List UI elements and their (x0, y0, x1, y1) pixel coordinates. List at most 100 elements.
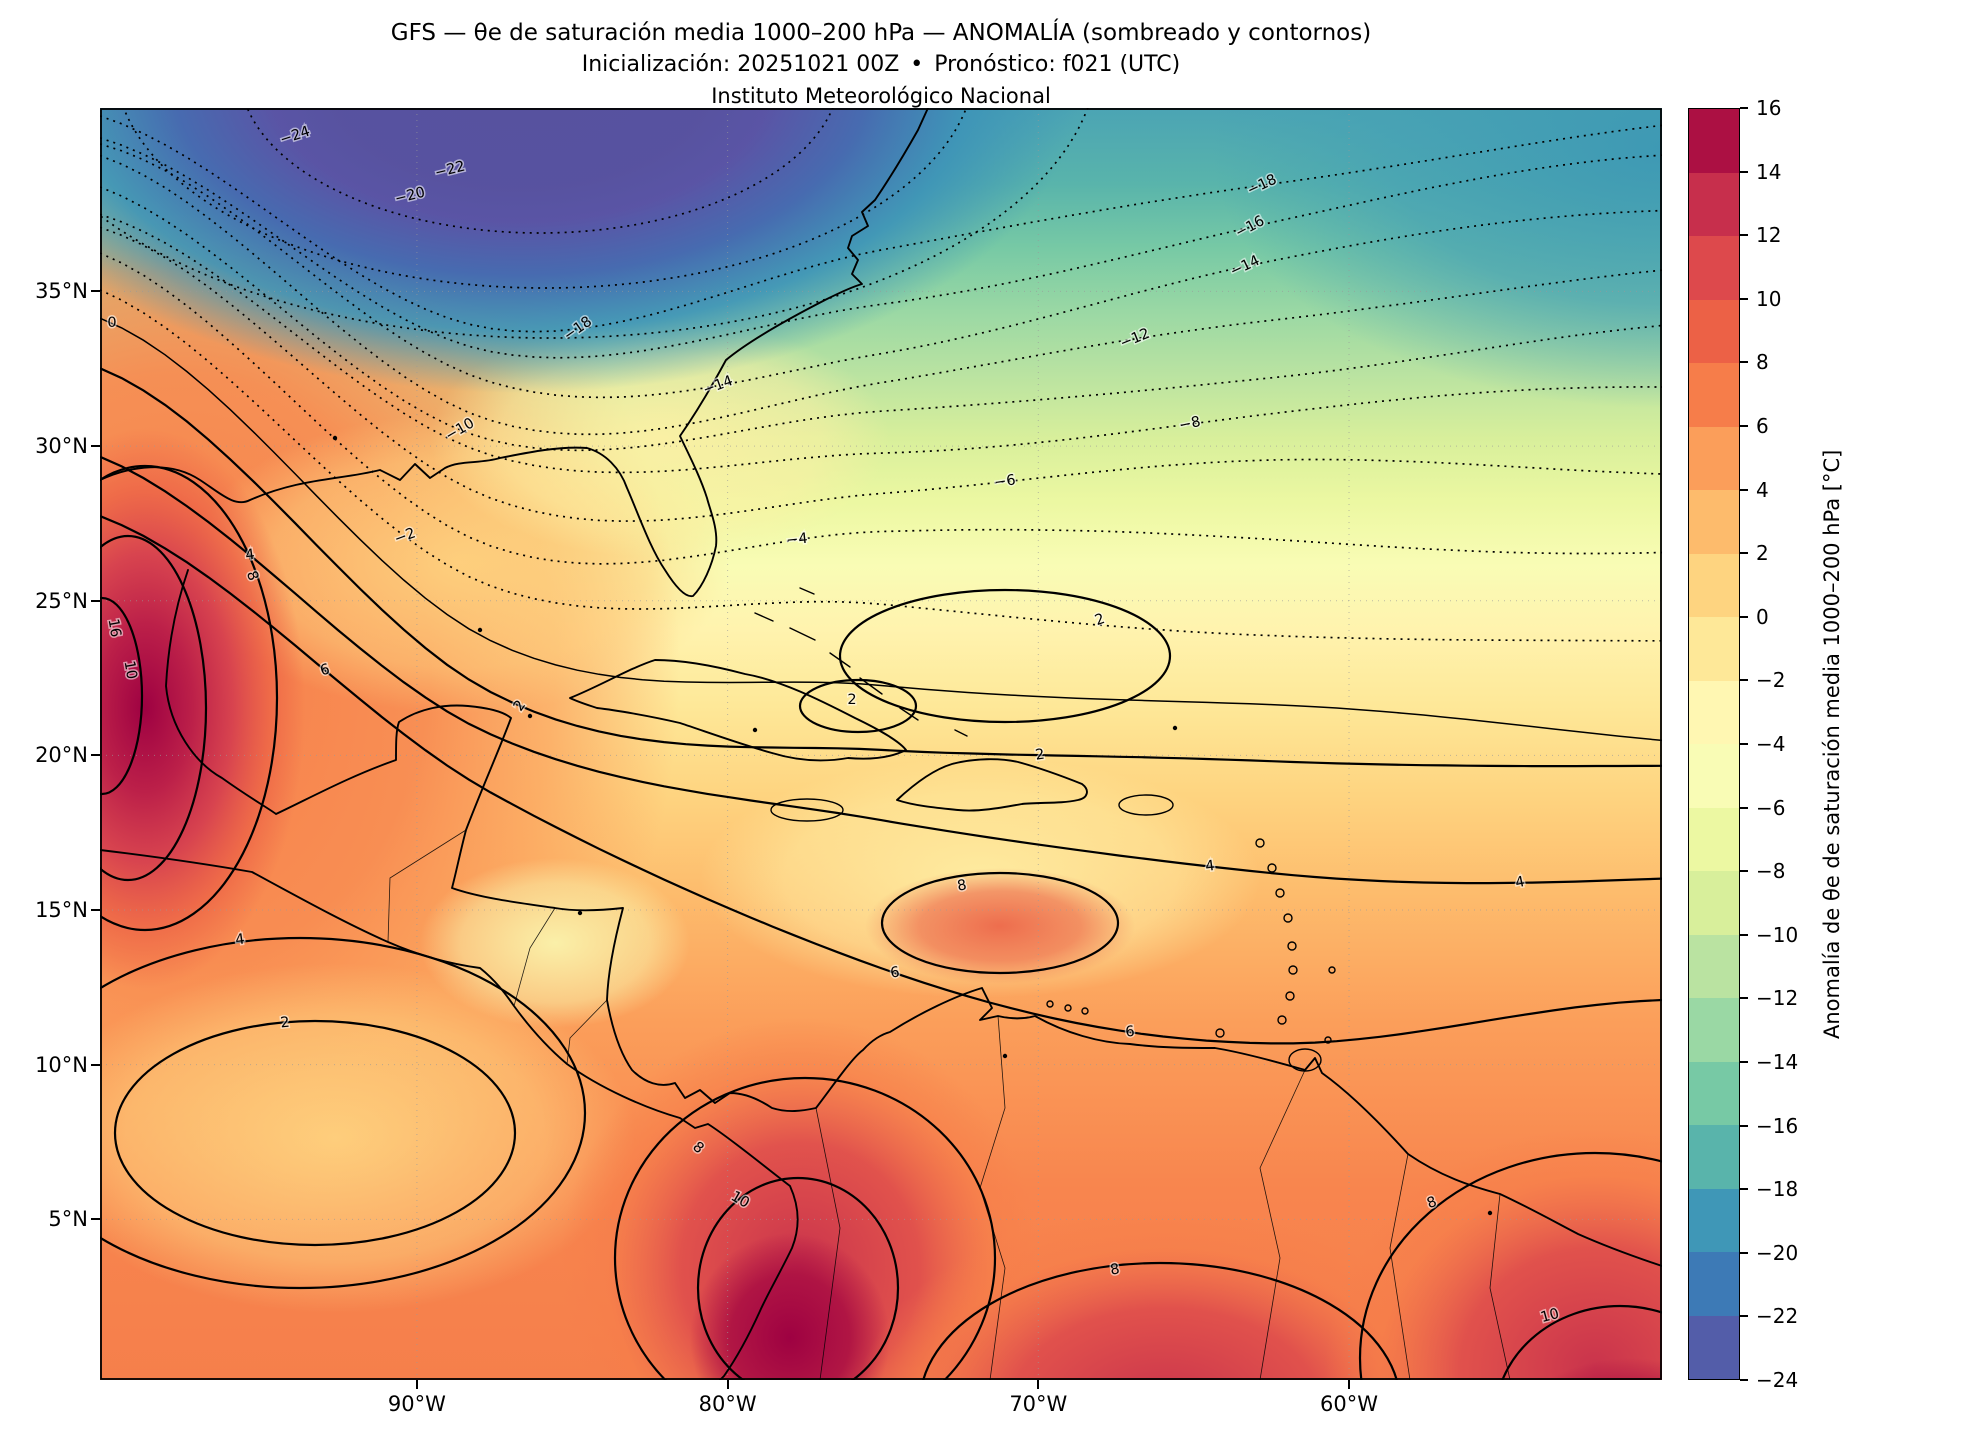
contour-label: −8 (1178, 414, 1202, 434)
lat-tick-label: 10°N (35, 1052, 88, 1077)
contour-ellipse-4 (100, 936, 587, 1290)
contour-ellipse-8 (613, 1076, 997, 1380)
contour-lines (100, 108, 1662, 1380)
contour-label: 6 (889, 964, 900, 981)
colorbar-tick-mark (1740, 1379, 1748, 1381)
local-extremum-marker (527, 713, 533, 719)
contour-line--2 (100, 289, 1662, 642)
coastline-jamaica (770, 798, 844, 822)
contour-line-0 (100, 317, 1662, 742)
colorbar-segment (1689, 553, 1739, 617)
colorbar-tick-mark (1740, 806, 1748, 809)
colorbar-tick-mark (1740, 743, 1748, 745)
shading-blob-venezuela-coast (865, 868, 1135, 984)
colorbar-segment (1689, 680, 1739, 744)
coastline-puerto-rico (1118, 794, 1174, 816)
colorbar-tick-label: 14 (1756, 159, 1782, 184)
colorbar-tick-mark (1740, 1251, 1748, 1254)
colorbar-segment (1689, 236, 1739, 300)
colorbar-segment (1689, 617, 1739, 681)
colorbar-tick-mark (1740, 425, 1748, 427)
contour-label: 2 (280, 1015, 291, 1032)
contour-label: 6 (1125, 1024, 1136, 1041)
coastline-north-america (100, 108, 929, 598)
colorbar-tick-mark (1740, 361, 1748, 364)
lon-tick-label: 90°W (387, 1392, 446, 1416)
contour-label: 2 (847, 692, 856, 708)
lon-tick-mark (1348, 1380, 1350, 1389)
contour-label: 0 (107, 315, 116, 331)
colorbar-tick-label: −16 (1756, 1113, 1799, 1138)
contour-label: 4 (1204, 858, 1215, 875)
colorbar-tick-label: 4 (1756, 477, 1769, 502)
colorbar-tick-mark (1740, 933, 1748, 936)
colorbar (1688, 108, 1740, 1380)
lon-tick-label: 60°W (1320, 1392, 1378, 1416)
contour-ellipse-2 (113, 1019, 517, 1247)
contour-ellipse-10 (1501, 1304, 1662, 1380)
lon-tick-mark (415, 1380, 418, 1389)
contour-label: 4 (244, 547, 255, 564)
colorbar-segment (1689, 934, 1739, 998)
colorbar-tick-label: −8 (1756, 859, 1786, 884)
colorbar-segment (1689, 1125, 1739, 1189)
shading-blob-ne-teal (1212, 108, 1662, 408)
colorbar-tick-mark (1740, 1315, 1748, 1318)
colorbar-segment (1689, 1315, 1739, 1379)
shading-blob-costarica-pale (420, 858, 690, 1028)
local-extremum-marker (577, 910, 583, 916)
contour-label: 8 (956, 877, 968, 894)
contour-label: 10 (121, 660, 140, 681)
contour-ellipse-8 (1358, 1151, 1662, 1380)
colorbar-segment (1689, 998, 1739, 1062)
contour-line-2 (100, 367, 1662, 768)
colorbar-segment (1689, 871, 1739, 935)
colorbar-tick-label: 0 (1756, 604, 1769, 629)
local-extremum-marker (477, 627, 483, 633)
colorbar-tick-label: −4 (1756, 732, 1786, 756)
colorbar-tick-label: 16 (1756, 96, 1782, 120)
coastline-trinidad (1288, 1048, 1322, 1072)
colorbar-tick-label: −14 (1756, 1050, 1799, 1074)
lat-tick-label: 25°N (35, 588, 88, 613)
lat-tick-label: 35°N (35, 279, 88, 304)
coastline-gulf-yucatan-caribbean (165, 569, 1662, 1267)
contour-ellipse-8 (100, 464, 279, 932)
contour-line--10 (100, 186, 1662, 452)
contour-line-4 (100, 455, 1662, 885)
colorbar-tick-label: 6 (1756, 414, 1769, 438)
contour-ellipse-10 (100, 534, 208, 882)
lat-tick-mark (91, 909, 100, 911)
lat-tick-mark (91, 754, 100, 757)
colorbar-label: Anomalía de θe de saturación media 1000–… (1820, 449, 1844, 1039)
colorbar-tick-mark (1740, 615, 1748, 618)
colorbar-tick-label: −10 (1756, 922, 1799, 947)
contour-ellipse-2 (838, 588, 1172, 724)
contour-line--18 (100, 115, 1662, 333)
plot-frame (100, 108, 1662, 1380)
contour-line--6 (100, 226, 1662, 522)
colorbar-segment (1689, 299, 1739, 363)
contour-label: 2 (1034, 747, 1045, 764)
lat-tick-label: 15°N (35, 898, 88, 922)
shading-blob-brazil-core (1546, 1358, 1662, 1380)
colorbar-segment (1689, 426, 1739, 490)
colorbar-tick-mark (1740, 870, 1748, 873)
coastline-cuba (569, 659, 907, 762)
contour-ellipse--22 (122, 108, 968, 289)
lat-tick-mark (91, 1063, 100, 1066)
contour-ellipse-8 (922, 1261, 1398, 1380)
colorbar-tick-mark (1740, 234, 1748, 237)
colorbar-segment (1689, 1188, 1739, 1252)
colorbar-tick-mark (1740, 107, 1748, 109)
title-line-3: Instituto Meteorológico Nacional (711, 84, 1051, 108)
contour-label: −4 (786, 531, 809, 549)
anomaly-shading (100, 108, 1662, 1380)
title-line-1: GFS — θe de saturación media 1000–200 hP… (390, 20, 1372, 46)
colorbar-tick-mark (1740, 1061, 1748, 1063)
colorbar-segment (1689, 807, 1739, 871)
contour-line--12 (100, 154, 1662, 436)
colorbar-tick-label: −18 (1756, 1177, 1799, 1202)
colorbar-tick-mark (1740, 1124, 1748, 1127)
